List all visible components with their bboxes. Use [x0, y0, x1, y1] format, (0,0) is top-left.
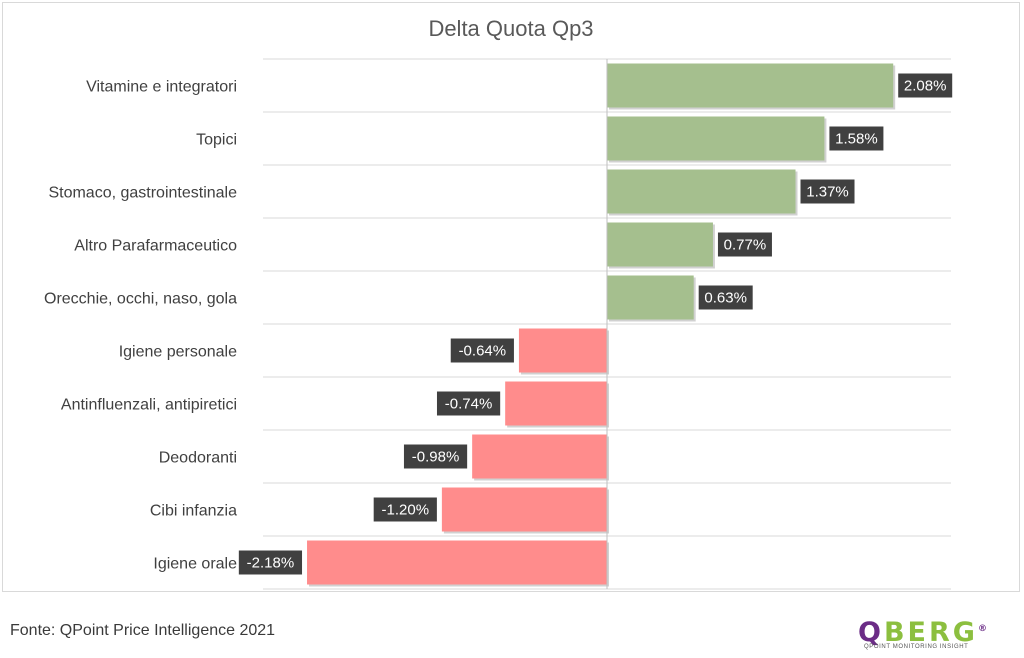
- data-label-box: [698, 285, 753, 310]
- category-label: Igiene personale: [119, 344, 237, 361]
- category-label: Vitamine e integratori: [86, 79, 237, 96]
- data-label: -0.98%: [412, 449, 460, 466]
- data-label: 1.58%: [835, 131, 878, 148]
- bar-chart: Delta Quota Qp3 Vitamine e integratori 2.0…: [44, 16, 953, 590]
- category-label: Deodoranti: [159, 450, 237, 467]
- data-label: 1.37%: [806, 184, 849, 201]
- logo-registered: ®: [977, 624, 990, 634]
- data-label: -0.64%: [459, 343, 507, 360]
- bar: [607, 222, 713, 267]
- data-label-box: [800, 179, 855, 204]
- bar: [607, 116, 825, 161]
- data-label-box: [403, 444, 468, 469]
- category-label: Igiene orale: [153, 556, 237, 573]
- bar: [607, 63, 894, 108]
- bar: [505, 381, 607, 426]
- bar: [441, 487, 607, 532]
- bar: [307, 540, 607, 585]
- data-label: -2.18%: [247, 555, 295, 572]
- category-label: Cibi infanzia: [150, 503, 237, 520]
- data-label: 0.63%: [704, 290, 747, 307]
- category-label: Antinfluenzali, antipiretici: [61, 397, 237, 414]
- category-label: Stomaco, gastrointestinale: [48, 185, 237, 202]
- data-label: -1.20%: [382, 502, 430, 519]
- category-label: Orecchie, occhi, naso, gola: [44, 291, 237, 308]
- data-label-box: [450, 338, 514, 363]
- bar: [607, 275, 694, 320]
- source-note: Fonte: QPoint Price Intelligence 2021: [10, 622, 276, 639]
- logo-tagline: QPOINT MONITORING INSIGHT: [864, 644, 969, 650]
- data-label-box: [373, 497, 437, 522]
- category-label: Altro Parafarmaceutico: [74, 238, 237, 255]
- bar: [607, 169, 796, 214]
- data-label: 0.77%: [724, 237, 767, 254]
- data-label: 2.08%: [904, 78, 947, 95]
- category-label: Topici: [196, 132, 237, 149]
- data-label-box: [717, 232, 772, 257]
- chart-frame: Delta Quota Qp3 Vitamine e integratori 2.0…: [2, 2, 1020, 592]
- data-label-box: [829, 126, 884, 151]
- logo-q: Q: [858, 617, 884, 648]
- bar: [518, 328, 607, 373]
- chart-title: Delta Quota Qp3: [428, 16, 593, 41]
- data-label-box: [436, 391, 501, 416]
- bar: [472, 434, 607, 479]
- data-label-box: [238, 550, 303, 575]
- qberg-logo: QBERG® QPOINT MONITORING INSIGHT: [858, 616, 1014, 652]
- data-label-box: [898, 73, 953, 98]
- data-label: -0.74%: [445, 396, 493, 413]
- logo-berg: BERG: [883, 617, 978, 648]
- logo-wordmark: QBERG®: [858, 616, 990, 646]
